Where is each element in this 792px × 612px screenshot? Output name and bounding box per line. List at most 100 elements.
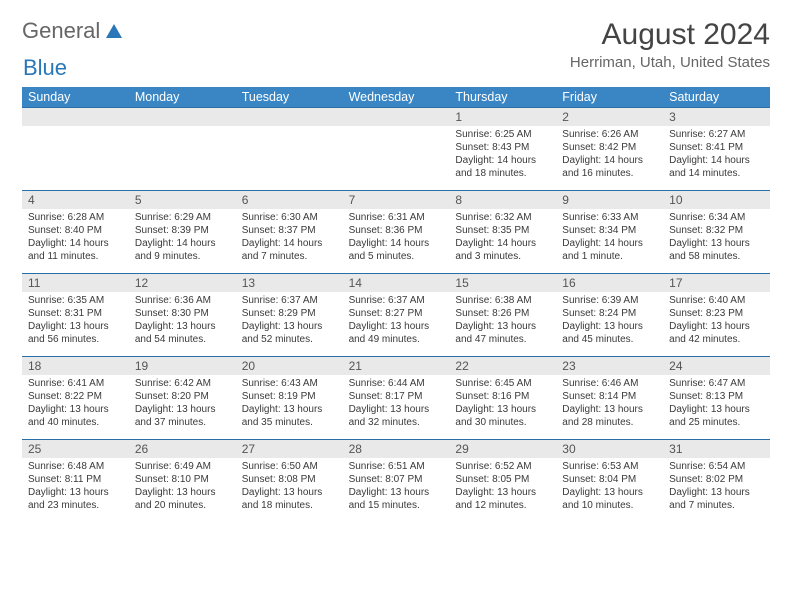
sunset-text: Sunset: 8:08 PM bbox=[242, 473, 337, 486]
daynum-row: 123 bbox=[22, 107, 770, 126]
day-cell: Sunrise: 6:47 AMSunset: 8:13 PMDaylight:… bbox=[663, 375, 770, 439]
daylight-text: Daylight: 13 hours bbox=[669, 486, 764, 499]
title-block: August 2024 Herriman, Utah, United State… bbox=[570, 18, 770, 71]
location-subtitle: Herriman, Utah, United States bbox=[570, 54, 770, 71]
sunset-text: Sunset: 8:22 PM bbox=[28, 390, 123, 403]
day-number: 13 bbox=[236, 274, 343, 292]
day-cell: Sunrise: 6:31 AMSunset: 8:36 PMDaylight:… bbox=[343, 209, 450, 273]
day-cell: Sunrise: 6:28 AMSunset: 8:40 PMDaylight:… bbox=[22, 209, 129, 273]
month-title: August 2024 bbox=[570, 18, 770, 52]
sunset-text: Sunset: 8:42 PM bbox=[562, 141, 657, 154]
day-number: 1 bbox=[449, 108, 556, 126]
day-number: 16 bbox=[556, 274, 663, 292]
daylight-text: and 25 minutes. bbox=[669, 416, 764, 429]
day-number: 3 bbox=[663, 108, 770, 126]
daylight-text: and 5 minutes. bbox=[349, 250, 444, 263]
day-cell: Sunrise: 6:39 AMSunset: 8:24 PMDaylight:… bbox=[556, 292, 663, 356]
week-body-row: Sunrise: 6:41 AMSunset: 8:22 PMDaylight:… bbox=[22, 375, 770, 439]
week-body-row: Sunrise: 6:28 AMSunset: 8:40 PMDaylight:… bbox=[22, 209, 770, 273]
day-cell: Sunrise: 6:33 AMSunset: 8:34 PMDaylight:… bbox=[556, 209, 663, 273]
daylight-text: Daylight: 13 hours bbox=[349, 403, 444, 416]
day-number: 14 bbox=[343, 274, 450, 292]
day-cell: Sunrise: 6:37 AMSunset: 8:29 PMDaylight:… bbox=[236, 292, 343, 356]
day-cell bbox=[22, 126, 129, 190]
daylight-text: and 18 minutes. bbox=[455, 167, 550, 180]
daylight-text: and 56 minutes. bbox=[28, 333, 123, 346]
daylight-text: Daylight: 13 hours bbox=[242, 320, 337, 333]
daylight-text: and 11 minutes. bbox=[28, 250, 123, 263]
day-number bbox=[129, 108, 236, 126]
day-cell: Sunrise: 6:25 AMSunset: 8:43 PMDaylight:… bbox=[449, 126, 556, 190]
daylight-text: Daylight: 13 hours bbox=[135, 403, 230, 416]
daylight-text: Daylight: 13 hours bbox=[562, 486, 657, 499]
day-number: 9 bbox=[556, 191, 663, 209]
daylight-text: Daylight: 13 hours bbox=[135, 486, 230, 499]
sunrise-text: Sunrise: 6:32 AM bbox=[455, 211, 550, 224]
weekday-header: Thursday bbox=[449, 87, 556, 107]
day-number: 11 bbox=[22, 274, 129, 292]
day-cell: Sunrise: 6:44 AMSunset: 8:17 PMDaylight:… bbox=[343, 375, 450, 439]
daylight-text: Daylight: 13 hours bbox=[562, 320, 657, 333]
daylight-text: and 28 minutes. bbox=[562, 416, 657, 429]
sunset-text: Sunset: 8:43 PM bbox=[455, 141, 550, 154]
daylight-text: and 18 minutes. bbox=[242, 499, 337, 512]
day-cell bbox=[343, 126, 450, 190]
weekday-header-row: Sunday Monday Tuesday Wednesday Thursday… bbox=[22, 87, 770, 107]
daylight-text: Daylight: 14 hours bbox=[349, 237, 444, 250]
daylight-text: and 58 minutes. bbox=[669, 250, 764, 263]
weekday-header: Friday bbox=[556, 87, 663, 107]
sunset-text: Sunset: 8:24 PM bbox=[562, 307, 657, 320]
daylight-text: and 47 minutes. bbox=[455, 333, 550, 346]
daylight-text: Daylight: 13 hours bbox=[669, 320, 764, 333]
daylight-text: and 42 minutes. bbox=[669, 333, 764, 346]
sunrise-text: Sunrise: 6:47 AM bbox=[669, 377, 764, 390]
day-number: 18 bbox=[22, 357, 129, 375]
day-number: 10 bbox=[663, 191, 770, 209]
sunrise-text: Sunrise: 6:37 AM bbox=[242, 294, 337, 307]
day-cell: Sunrise: 6:37 AMSunset: 8:27 PMDaylight:… bbox=[343, 292, 450, 356]
daylight-text: Daylight: 13 hours bbox=[562, 403, 657, 416]
weekday-header: Monday bbox=[129, 87, 236, 107]
sunrise-text: Sunrise: 6:30 AM bbox=[242, 211, 337, 224]
day-cell: Sunrise: 6:35 AMSunset: 8:31 PMDaylight:… bbox=[22, 292, 129, 356]
daylight-text: Daylight: 13 hours bbox=[28, 403, 123, 416]
weekday-header: Tuesday bbox=[236, 87, 343, 107]
daylight-text: Daylight: 13 hours bbox=[135, 320, 230, 333]
sunrise-text: Sunrise: 6:29 AM bbox=[135, 211, 230, 224]
day-number: 17 bbox=[663, 274, 770, 292]
sunrise-text: Sunrise: 6:33 AM bbox=[562, 211, 657, 224]
daynum-row: 18192021222324 bbox=[22, 356, 770, 375]
day-cell bbox=[236, 126, 343, 190]
day-cell: Sunrise: 6:50 AMSunset: 8:08 PMDaylight:… bbox=[236, 458, 343, 522]
daynum-row: 11121314151617 bbox=[22, 273, 770, 292]
day-number: 20 bbox=[236, 357, 343, 375]
daylight-text: Daylight: 13 hours bbox=[242, 486, 337, 499]
day-number: 24 bbox=[663, 357, 770, 375]
sunrise-text: Sunrise: 6:42 AM bbox=[135, 377, 230, 390]
sunset-text: Sunset: 8:14 PM bbox=[562, 390, 657, 403]
day-number: 4 bbox=[22, 191, 129, 209]
daylight-text: Daylight: 13 hours bbox=[455, 320, 550, 333]
calendar: Sunday Monday Tuesday Wednesday Thursday… bbox=[22, 87, 770, 522]
daylight-text: and 16 minutes. bbox=[562, 167, 657, 180]
sunrise-text: Sunrise: 6:50 AM bbox=[242, 460, 337, 473]
daylight-text: Daylight: 14 hours bbox=[28, 237, 123, 250]
day-number: 21 bbox=[343, 357, 450, 375]
daylight-text: Daylight: 14 hours bbox=[455, 154, 550, 167]
sunset-text: Sunset: 8:36 PM bbox=[349, 224, 444, 237]
weekday-header: Wednesday bbox=[343, 87, 450, 107]
day-cell: Sunrise: 6:41 AMSunset: 8:22 PMDaylight:… bbox=[22, 375, 129, 439]
day-number: 2 bbox=[556, 108, 663, 126]
day-cell: Sunrise: 6:52 AMSunset: 8:05 PMDaylight:… bbox=[449, 458, 556, 522]
day-number: 25 bbox=[22, 440, 129, 458]
sunrise-text: Sunrise: 6:34 AM bbox=[669, 211, 764, 224]
day-cell: Sunrise: 6:38 AMSunset: 8:26 PMDaylight:… bbox=[449, 292, 556, 356]
daylight-text: Daylight: 14 hours bbox=[455, 237, 550, 250]
daylight-text: and 7 minutes. bbox=[669, 499, 764, 512]
brand-part2: Blue bbox=[23, 55, 67, 80]
sunset-text: Sunset: 8:27 PM bbox=[349, 307, 444, 320]
day-cell: Sunrise: 6:49 AMSunset: 8:10 PMDaylight:… bbox=[129, 458, 236, 522]
day-number: 31 bbox=[663, 440, 770, 458]
day-cell: Sunrise: 6:29 AMSunset: 8:39 PMDaylight:… bbox=[129, 209, 236, 273]
sunset-text: Sunset: 8:26 PM bbox=[455, 307, 550, 320]
